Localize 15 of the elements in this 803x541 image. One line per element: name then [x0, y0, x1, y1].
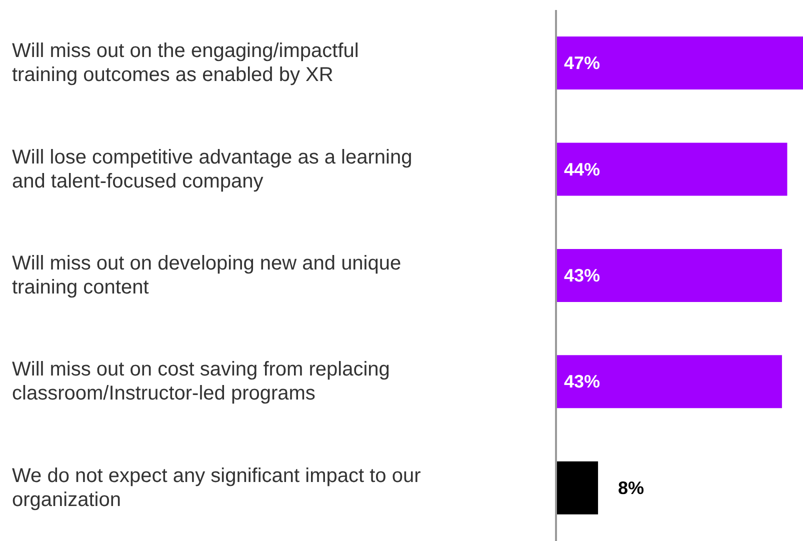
bar [556, 142, 788, 196]
y-tick-label: Will lose competitive advantage as a learning and talent-focused company [12, 146, 412, 192]
data-label: 44% [564, 159, 600, 180]
bar [556, 248, 782, 302]
data-label: 8% [618, 478, 644, 498]
bar [556, 461, 598, 514]
bar [556, 355, 782, 408]
data-label: 43% [564, 265, 600, 286]
data-label: 43% [564, 372, 600, 392]
y-tick-label: Will miss out on cost saving from replacing classroom/Instructor-led programs [12, 358, 390, 405]
data-label: 47% [564, 53, 600, 74]
bar [556, 36, 803, 90]
y-tick-label: We do not expect any significant impact to our organization [12, 464, 422, 511]
y-tick-label: Will miss out on the engaging/impactful training outcomes as enabled by XR [12, 40, 359, 86]
y-tick-label: Will miss out on developing new and unique training content [12, 252, 402, 298]
